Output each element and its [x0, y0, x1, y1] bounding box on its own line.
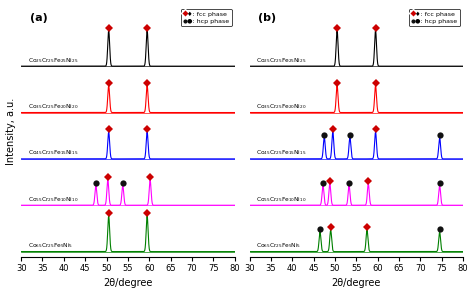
Text: (a): (a): [30, 13, 47, 23]
X-axis label: 2θ/degree: 2θ/degree: [103, 278, 153, 288]
Text: Co$_{35}$Cr$_{25}$Fe$_{20}$Ni$_{20}$: Co$_{35}$Cr$_{25}$Fe$_{20}$Ni$_{20}$: [27, 102, 78, 111]
Text: Co$_{25}$Cr$_{25}$Fe$_{25}$Ni$_{25}$: Co$_{25}$Cr$_{25}$Fe$_{25}$Ni$_{25}$: [27, 56, 78, 65]
Text: (b): (b): [258, 13, 276, 23]
Text: Co$_{65}$Cr$_{25}$Fe$_{5}$Ni$_{5}$: Co$_{65}$Cr$_{25}$Fe$_{5}$Ni$_{5}$: [256, 241, 301, 250]
Text: Co$_{55}$Cr$_{25}$Fe$_{10}$Ni$_{10}$: Co$_{55}$Cr$_{25}$Fe$_{10}$Ni$_{10}$: [256, 195, 307, 204]
Text: Co$_{45}$Cr$_{25}$Fe$_{15}$Ni$_{15}$: Co$_{45}$Cr$_{25}$Fe$_{15}$Ni$_{15}$: [27, 148, 78, 158]
X-axis label: 2θ/degree: 2θ/degree: [332, 278, 381, 288]
Text: Co$_{45}$Cr$_{25}$Fe$_{15}$Ni$_{15}$: Co$_{45}$Cr$_{25}$Fe$_{15}$Ni$_{15}$: [256, 148, 307, 158]
Text: Co$_{55}$Cr$_{25}$Fe$_{10}$Ni$_{10}$: Co$_{55}$Cr$_{25}$Fe$_{10}$Ni$_{10}$: [27, 195, 78, 204]
Y-axis label: Intensity, a.u.: Intensity, a.u.: [6, 98, 16, 165]
Text: Co$_{65}$Cr$_{25}$Fe$_{5}$Ni$_{5}$: Co$_{65}$Cr$_{25}$Fe$_{5}$Ni$_{5}$: [27, 241, 73, 250]
Legend: ♦: fcc phase, ●: hcp phase: ♦: fcc phase, ●: hcp phase: [409, 9, 460, 26]
Legend: ♦: fcc phase, ●: hcp phase: ♦: fcc phase, ●: hcp phase: [181, 9, 232, 26]
Text: Co$_{25}$Cr$_{25}$Fe$_{25}$Ni$_{25}$: Co$_{25}$Cr$_{25}$Fe$_{25}$Ni$_{25}$: [256, 56, 307, 65]
Text: Co$_{35}$Cr$_{25}$Fe$_{20}$Ni$_{20}$: Co$_{35}$Cr$_{25}$Fe$_{20}$Ni$_{20}$: [256, 102, 307, 111]
